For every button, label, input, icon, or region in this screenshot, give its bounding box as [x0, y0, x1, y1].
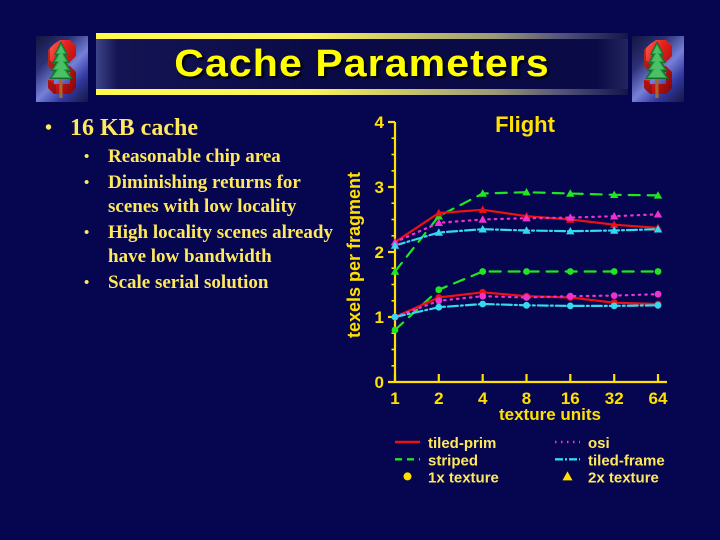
svg-text:2: 2: [375, 243, 384, 262]
svg-text:4: 4: [375, 113, 385, 132]
svg-text:3: 3: [375, 178, 384, 197]
svg-text:2: 2: [434, 389, 443, 408]
svg-text:1: 1: [390, 389, 399, 408]
svg-text:Flight: Flight: [495, 112, 556, 137]
svg-text:32: 32: [605, 389, 624, 408]
svg-text:texels per fragment: texels per fragment: [344, 172, 364, 338]
svg-text:1: 1: [375, 308, 384, 327]
svg-text:64: 64: [649, 389, 668, 408]
svg-text:4: 4: [478, 389, 488, 408]
svg-text:0: 0: [375, 373, 384, 392]
svg-text:texture units: texture units: [499, 405, 601, 424]
